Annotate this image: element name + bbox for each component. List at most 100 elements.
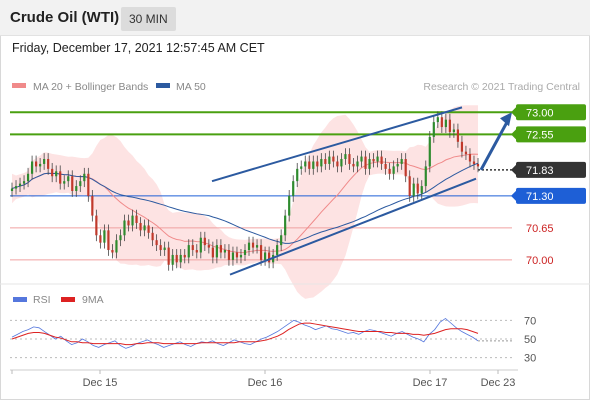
datetime-label: Friday, December 17, 2021 12:57:45 AM CE… bbox=[12, 41, 265, 55]
candle-body bbox=[207, 245, 210, 248]
candle-body bbox=[251, 242, 255, 248]
candle-body bbox=[111, 250, 114, 253]
candle-body bbox=[22, 181, 26, 184]
instrument-title: Crude Oil (WTI) bbox=[10, 9, 120, 26]
candle-body bbox=[211, 247, 214, 258]
level-tag-pointer bbox=[511, 129, 516, 140]
candle-body bbox=[39, 163, 42, 167]
candle-body bbox=[408, 176, 411, 196]
ma50-line bbox=[11, 162, 479, 244]
candle-body bbox=[424, 166, 427, 187]
header-bar: Crude Oil (WTI) 30 MIN bbox=[0, 0, 590, 36]
candle-body bbox=[107, 230, 110, 251]
ma50-legend-swatch bbox=[156, 83, 170, 88]
candle-body bbox=[255, 245, 259, 248]
candle-body bbox=[388, 168, 391, 174]
candle-body bbox=[75, 186, 78, 191]
rsi-legend-swatch bbox=[13, 297, 27, 302]
candle-body bbox=[83, 173, 86, 182]
ma9-legend-label: 9MA bbox=[82, 294, 104, 306]
candle-body bbox=[151, 232, 154, 241]
candle-body bbox=[131, 215, 134, 226]
candle-body bbox=[360, 156, 363, 162]
timeframe-badge[interactable]: 30 MIN bbox=[121, 7, 176, 31]
x-tick-label: Dec 16 bbox=[248, 377, 283, 389]
candle-body bbox=[235, 252, 239, 258]
level-label-minor: 70.65 bbox=[526, 223, 554, 235]
candle-body bbox=[263, 252, 267, 260]
level-label-minor: 70.00 bbox=[526, 255, 554, 267]
candle-body bbox=[119, 235, 122, 241]
candle-body bbox=[143, 225, 146, 231]
channel-lower-line bbox=[229, 177, 477, 276]
candle-body bbox=[364, 156, 367, 169]
candle-body bbox=[159, 245, 162, 251]
candle-body bbox=[268, 252, 271, 263]
candle-body bbox=[195, 250, 198, 253]
candle-body bbox=[432, 122, 435, 137]
candle-body bbox=[460, 141, 464, 152]
candle-body bbox=[456, 129, 460, 142]
candle-body bbox=[444, 119, 447, 128]
level-tag-support bbox=[516, 187, 586, 204]
candle-body bbox=[259, 245, 263, 260]
candle-body bbox=[95, 215, 98, 236]
candle-body bbox=[87, 173, 90, 196]
candle-body bbox=[392, 166, 395, 174]
candle-body bbox=[468, 154, 472, 162]
candle-body bbox=[284, 215, 287, 236]
rsi-legend-label: RSI bbox=[33, 294, 51, 306]
watermark: Research © 2021 Trading Central bbox=[423, 81, 580, 93]
candle-body bbox=[304, 161, 307, 167]
candle-body bbox=[288, 195, 291, 216]
candle-body bbox=[412, 183, 415, 196]
candle-body bbox=[344, 154, 347, 160]
candle-body bbox=[163, 247, 166, 251]
candle-body bbox=[396, 163, 399, 167]
x-tick-label: Dec 23 bbox=[481, 377, 516, 389]
level-tag-resistance bbox=[516, 104, 586, 121]
candle-body bbox=[91, 195, 94, 216]
x-tick-label: Dec 17 bbox=[413, 377, 448, 389]
candle-body bbox=[308, 161, 311, 169]
candle-body bbox=[320, 159, 323, 167]
candle-body bbox=[10, 188, 14, 191]
candle-body bbox=[123, 220, 126, 236]
level-label-resistance: 72.55 bbox=[526, 129, 554, 141]
level-tag-pointer bbox=[511, 107, 516, 118]
candle-body bbox=[63, 181, 66, 184]
candle-body bbox=[115, 240, 118, 253]
ma50-legend-label: MA 50 bbox=[176, 81, 206, 93]
candle-body bbox=[26, 173, 30, 182]
candle-body bbox=[199, 237, 202, 253]
candle-body bbox=[127, 220, 130, 226]
candle-body bbox=[47, 159, 50, 169]
candle-body bbox=[316, 161, 319, 167]
candle-body bbox=[35, 161, 38, 167]
candle-body bbox=[179, 254, 182, 263]
rsi-panel: 70 50 30 bbox=[10, 315, 536, 365]
candle-body bbox=[436, 117, 439, 123]
candle-body bbox=[420, 186, 423, 194]
candle-body bbox=[472, 161, 476, 164]
candle-body bbox=[368, 159, 371, 169]
level-tag-pointer bbox=[511, 164, 516, 175]
candle-body bbox=[219, 245, 222, 253]
candle-body bbox=[352, 163, 355, 167]
candle-body bbox=[18, 183, 22, 187]
candle-body bbox=[312, 161, 315, 169]
candle-body bbox=[51, 168, 54, 177]
candle-body bbox=[14, 186, 18, 189]
candle-body bbox=[171, 254, 174, 265]
candle-body bbox=[300, 166, 303, 169]
candle-body bbox=[147, 225, 150, 233]
candle-body bbox=[296, 168, 299, 182]
candle-body bbox=[376, 156, 379, 162]
trend-channel bbox=[211, 106, 512, 276]
candle-body bbox=[356, 161, 359, 167]
candle-body bbox=[476, 163, 480, 167]
projection-arrow-head bbox=[500, 112, 512, 127]
candle-body bbox=[452, 129, 455, 132]
candle-body bbox=[187, 245, 190, 258]
